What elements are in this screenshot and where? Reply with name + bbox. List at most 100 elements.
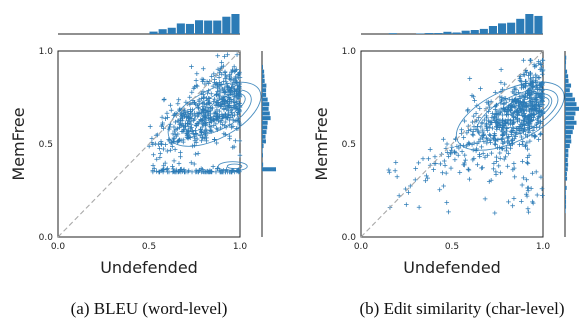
scatter-point [214, 107, 220, 113]
right-hist-bar [262, 106, 269, 111]
scatter-point [528, 72, 533, 78]
scatter-point [213, 169, 219, 175]
scatter-point [147, 124, 153, 129]
scatter-point [525, 206, 531, 212]
scatter-point [172, 128, 177, 134]
scatter-point [528, 77, 533, 83]
scatter-point [449, 148, 454, 153]
scatter-point [480, 151, 486, 156]
scatter-point [524, 177, 529, 183]
scatter-point [492, 112, 498, 117]
scatter-point [490, 111, 495, 116]
scatter-point [510, 128, 516, 133]
y-axis-label: MemFree [312, 107, 331, 180]
scatter-point [530, 170, 535, 176]
scatter-point [501, 156, 507, 162]
top-hist-bar [461, 30, 470, 34]
scatter-point [521, 85, 527, 90]
right-hist-bar [565, 153, 569, 158]
top-hist-bar [388, 33, 397, 34]
panel-a: 0.0 0.5 1.0 0.0 0.5 1.0 Undefended MemFree (a… [9, 14, 276, 318]
diagonal-reference-line [57, 50, 241, 238]
scatter-point [208, 91, 214, 97]
kde-contours [167, 81, 262, 172]
scatter-point [176, 161, 182, 166]
kde-contour [455, 81, 565, 151]
scatter-point [522, 72, 527, 78]
scatter-point [484, 140, 490, 146]
right-hist-bar [565, 134, 572, 139]
right-hist-bar [565, 92, 573, 97]
right-hist-bar [565, 176, 568, 181]
scatter-point [201, 101, 207, 107]
scatter-point [467, 76, 473, 81]
right-hist-bar [565, 74, 569, 79]
scatter-point [214, 126, 219, 131]
scatter-point [221, 131, 227, 136]
scatter-point [523, 91, 528, 97]
x-axis-label: Undefended [403, 258, 501, 277]
scatter-point [222, 54, 227, 59]
right-hist-bar [262, 88, 267, 93]
scatter-point [178, 121, 183, 127]
scatter-point [393, 160, 399, 165]
right-hist-bar [262, 111, 270, 116]
scatter-point [159, 123, 164, 129]
scatter-point [207, 123, 213, 129]
scatter-point [237, 138, 243, 144]
scatter-point [154, 168, 159, 174]
scatter-point [201, 110, 206, 116]
scatter-point [528, 94, 534, 100]
scatter-point [530, 75, 536, 80]
right-hist-bar [262, 78, 265, 83]
scatter-point [231, 144, 237, 150]
scatter-point [212, 96, 217, 102]
scatter-point [185, 121, 190, 127]
scatter-point [453, 150, 459, 156]
scatter-point [498, 137, 504, 142]
scatter-point [472, 98, 477, 103]
right-hist-bar [262, 97, 268, 102]
scatter-point [519, 125, 525, 131]
plot-area [57, 50, 241, 238]
right-hist-bar [565, 139, 572, 144]
scatter-point [230, 84, 236, 89]
scatter-point [467, 176, 472, 182]
scatter-point [235, 72, 241, 77]
scatter-point [463, 157, 468, 163]
scatter-point [459, 149, 465, 154]
scatter-point [230, 124, 236, 129]
scatter-point [500, 140, 505, 146]
scatter-point [462, 118, 467, 124]
scatter-point [508, 129, 514, 134]
scatter-point [431, 167, 436, 172]
scatter-point [199, 96, 204, 101]
scatter-point [465, 107, 471, 113]
scatter-point [465, 108, 470, 114]
scatter-point [227, 136, 233, 141]
x-tick-label: 1.0 [536, 242, 551, 252]
right-hist-bar [565, 195, 567, 200]
scatter-point [505, 117, 511, 122]
panel-b: 0.0 0.5 1.0 0.0 0.5 1.0 Undefended MemFree (b… [312, 14, 579, 318]
right-hist-bar [565, 148, 569, 153]
scatter-point [204, 102, 209, 107]
scatter-point [449, 144, 455, 150]
scatter-point [193, 151, 198, 157]
scatter-point [537, 124, 542, 130]
scatter-point [175, 118, 181, 124]
scatter-point [217, 70, 222, 76]
scatter-point [210, 164, 216, 169]
scatter-point [537, 83, 542, 88]
scatter-point [164, 167, 170, 172]
scatter-point [236, 96, 241, 101]
scatter-point [217, 80, 222, 85]
scatter-point [484, 99, 490, 105]
scatter-point [488, 140, 493, 145]
scatter-point [535, 86, 540, 92]
scatter-point [523, 143, 528, 148]
scatter-point [179, 166, 184, 172]
scatter-point [520, 159, 525, 164]
scatter-point [474, 141, 480, 146]
scatter-point [171, 158, 177, 164]
